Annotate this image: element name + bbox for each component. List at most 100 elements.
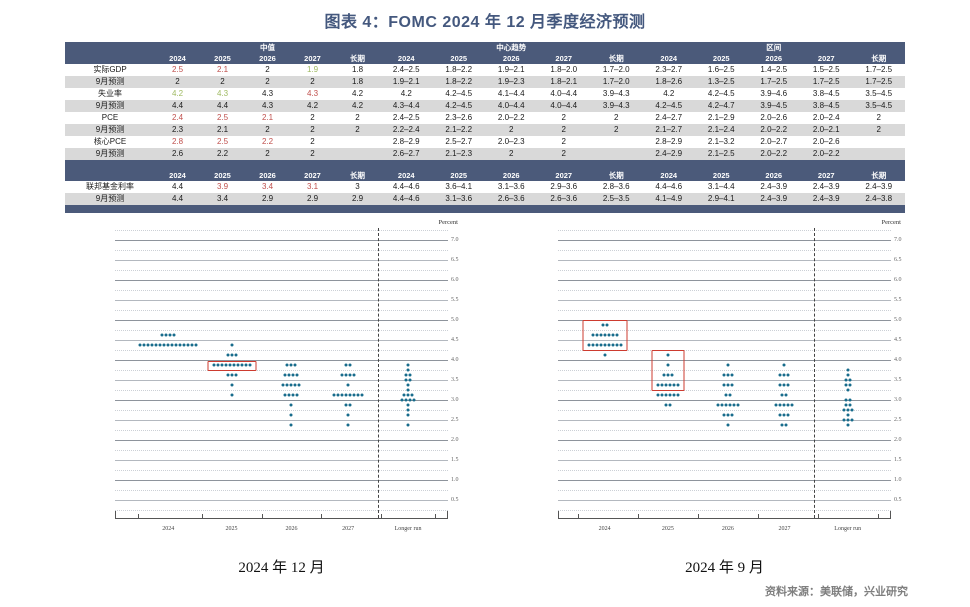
- year-header: 2026: [747, 170, 800, 181]
- axis-tick: [434, 514, 436, 518]
- table-cell: 1.4–2.5: [760, 65, 788, 74]
- y-axis-label: 5.0: [894, 317, 902, 323]
- year-header: 2026: [485, 170, 538, 181]
- axis-tick: [381, 514, 383, 518]
- projection-dot: [348, 403, 352, 407]
- plot-area: 7.0 6.5 6.0 5.5 5.0 4.5 4.0 3.5 3.0 2.5 2.0 1.5 1.0 0…: [558, 219, 902, 519]
- projection-dot: [720, 403, 724, 407]
- section-header: 中心趋势: [380, 42, 643, 53]
- gridline: [115, 280, 448, 281]
- table-cell: 2: [265, 65, 270, 74]
- projection-dot: [360, 393, 364, 397]
- table-cell: 2: [310, 113, 315, 122]
- axis-tick: [321, 514, 323, 518]
- dot-row: [406, 408, 410, 412]
- projection-dot: [406, 388, 410, 392]
- table-cell: 2.0–2.1: [800, 124, 853, 136]
- table-cell: 4.4: [155, 100, 200, 112]
- table-cell: 1.7–2.5: [747, 76, 800, 88]
- page-title: 图表 4：FOMC 2024 年 12 月季度经济预测: [324, 14, 646, 31]
- projection-dot: [844, 383, 848, 387]
- table-cell: 2: [590, 124, 643, 136]
- y-axis-label: 6.0: [451, 277, 459, 283]
- gridline: [558, 260, 891, 261]
- table-cell: 4.2: [171, 89, 184, 98]
- table-cell: 4.2–4.5: [445, 89, 473, 98]
- dot-row: [404, 378, 412, 382]
- y-axis-label: 2.5: [894, 417, 902, 423]
- projection-dot: [778, 383, 782, 387]
- y-axis-label: 3.5: [894, 377, 902, 383]
- dot-row: [285, 363, 297, 367]
- gridline: [115, 500, 448, 501]
- dot-row: [842, 408, 854, 412]
- projection-dot: [846, 413, 850, 417]
- projection-dot: [162, 343, 166, 347]
- gridline: [558, 380, 891, 381]
- dot-row: [726, 423, 730, 427]
- projection-dot: [666, 373, 670, 377]
- gridline: [558, 510, 891, 511]
- year-header: 2024: [642, 53, 695, 64]
- projection-dot: [289, 363, 293, 367]
- source-note: 资料来源：美联储，兴业研究: [765, 586, 908, 598]
- projection-dot: [404, 378, 408, 382]
- y-axis-label: 0.5: [894, 497, 902, 503]
- table-cell: 1.7–2.0: [602, 65, 630, 74]
- table-cell: 1.7–2.5: [800, 76, 853, 88]
- table-cell: 4.3: [261, 89, 274, 98]
- bottom-bar: [65, 205, 905, 213]
- axis-tick: [577, 514, 579, 518]
- year-header: 2026: [245, 170, 290, 181]
- dot-row: [846, 368, 850, 372]
- year-header: 2026: [747, 53, 800, 64]
- table-cell: 2: [245, 124, 290, 136]
- projection-dot: [226, 373, 230, 377]
- projection-dot: [190, 343, 194, 347]
- table-cell: 2: [537, 148, 590, 160]
- projection-dot: [844, 403, 848, 407]
- projection-dot: [786, 373, 790, 377]
- projection-dot: [406, 393, 410, 397]
- projection-dot: [154, 343, 158, 347]
- table-cell: 4.0–4.4: [485, 100, 538, 112]
- year-header: 2026: [245, 53, 290, 64]
- gridline: [558, 360, 891, 361]
- projection-dot: [356, 393, 360, 397]
- projection-dot: [283, 373, 287, 377]
- table-cell: 2.5: [171, 65, 184, 74]
- dot-row: [587, 343, 623, 347]
- dot-row: [603, 353, 607, 357]
- projection-dot: [293, 363, 297, 367]
- table-cell: 1.8–2.2: [445, 65, 473, 74]
- projection-dot: [664, 393, 668, 397]
- projection-dot: [336, 393, 340, 397]
- gridline: [115, 320, 448, 321]
- projection-dot: [662, 373, 666, 377]
- table-cell: 2: [852, 124, 905, 136]
- projection-dot: [786, 413, 790, 417]
- table-cell: 2.0–2.2: [747, 148, 800, 160]
- dot-row: [666, 363, 670, 367]
- projection-dot: [230, 353, 234, 357]
- table-cell: 3.8–4.5: [812, 89, 840, 98]
- dot-row: [230, 343, 234, 347]
- projection-dot: [672, 383, 676, 387]
- gridline: [558, 440, 891, 441]
- dot-row: [230, 393, 234, 397]
- projection-dot: [615, 333, 619, 337]
- dot-row: [842, 418, 854, 422]
- table-cell: 3.8–4.5: [800, 100, 853, 112]
- projection-dot: [666, 353, 670, 357]
- projection-dot: [344, 393, 348, 397]
- table-cell: 2.2: [200, 148, 245, 160]
- table-cell: 4.3–4.4: [380, 100, 433, 112]
- dot-row: [844, 378, 852, 382]
- projection-dot: [726, 383, 730, 387]
- table-cell: 2: [155, 76, 200, 88]
- projection-dot: [730, 383, 734, 387]
- projection-dot: [293, 383, 297, 387]
- projection-dot: [784, 423, 788, 427]
- y-axis-label: 2.0: [451, 437, 459, 443]
